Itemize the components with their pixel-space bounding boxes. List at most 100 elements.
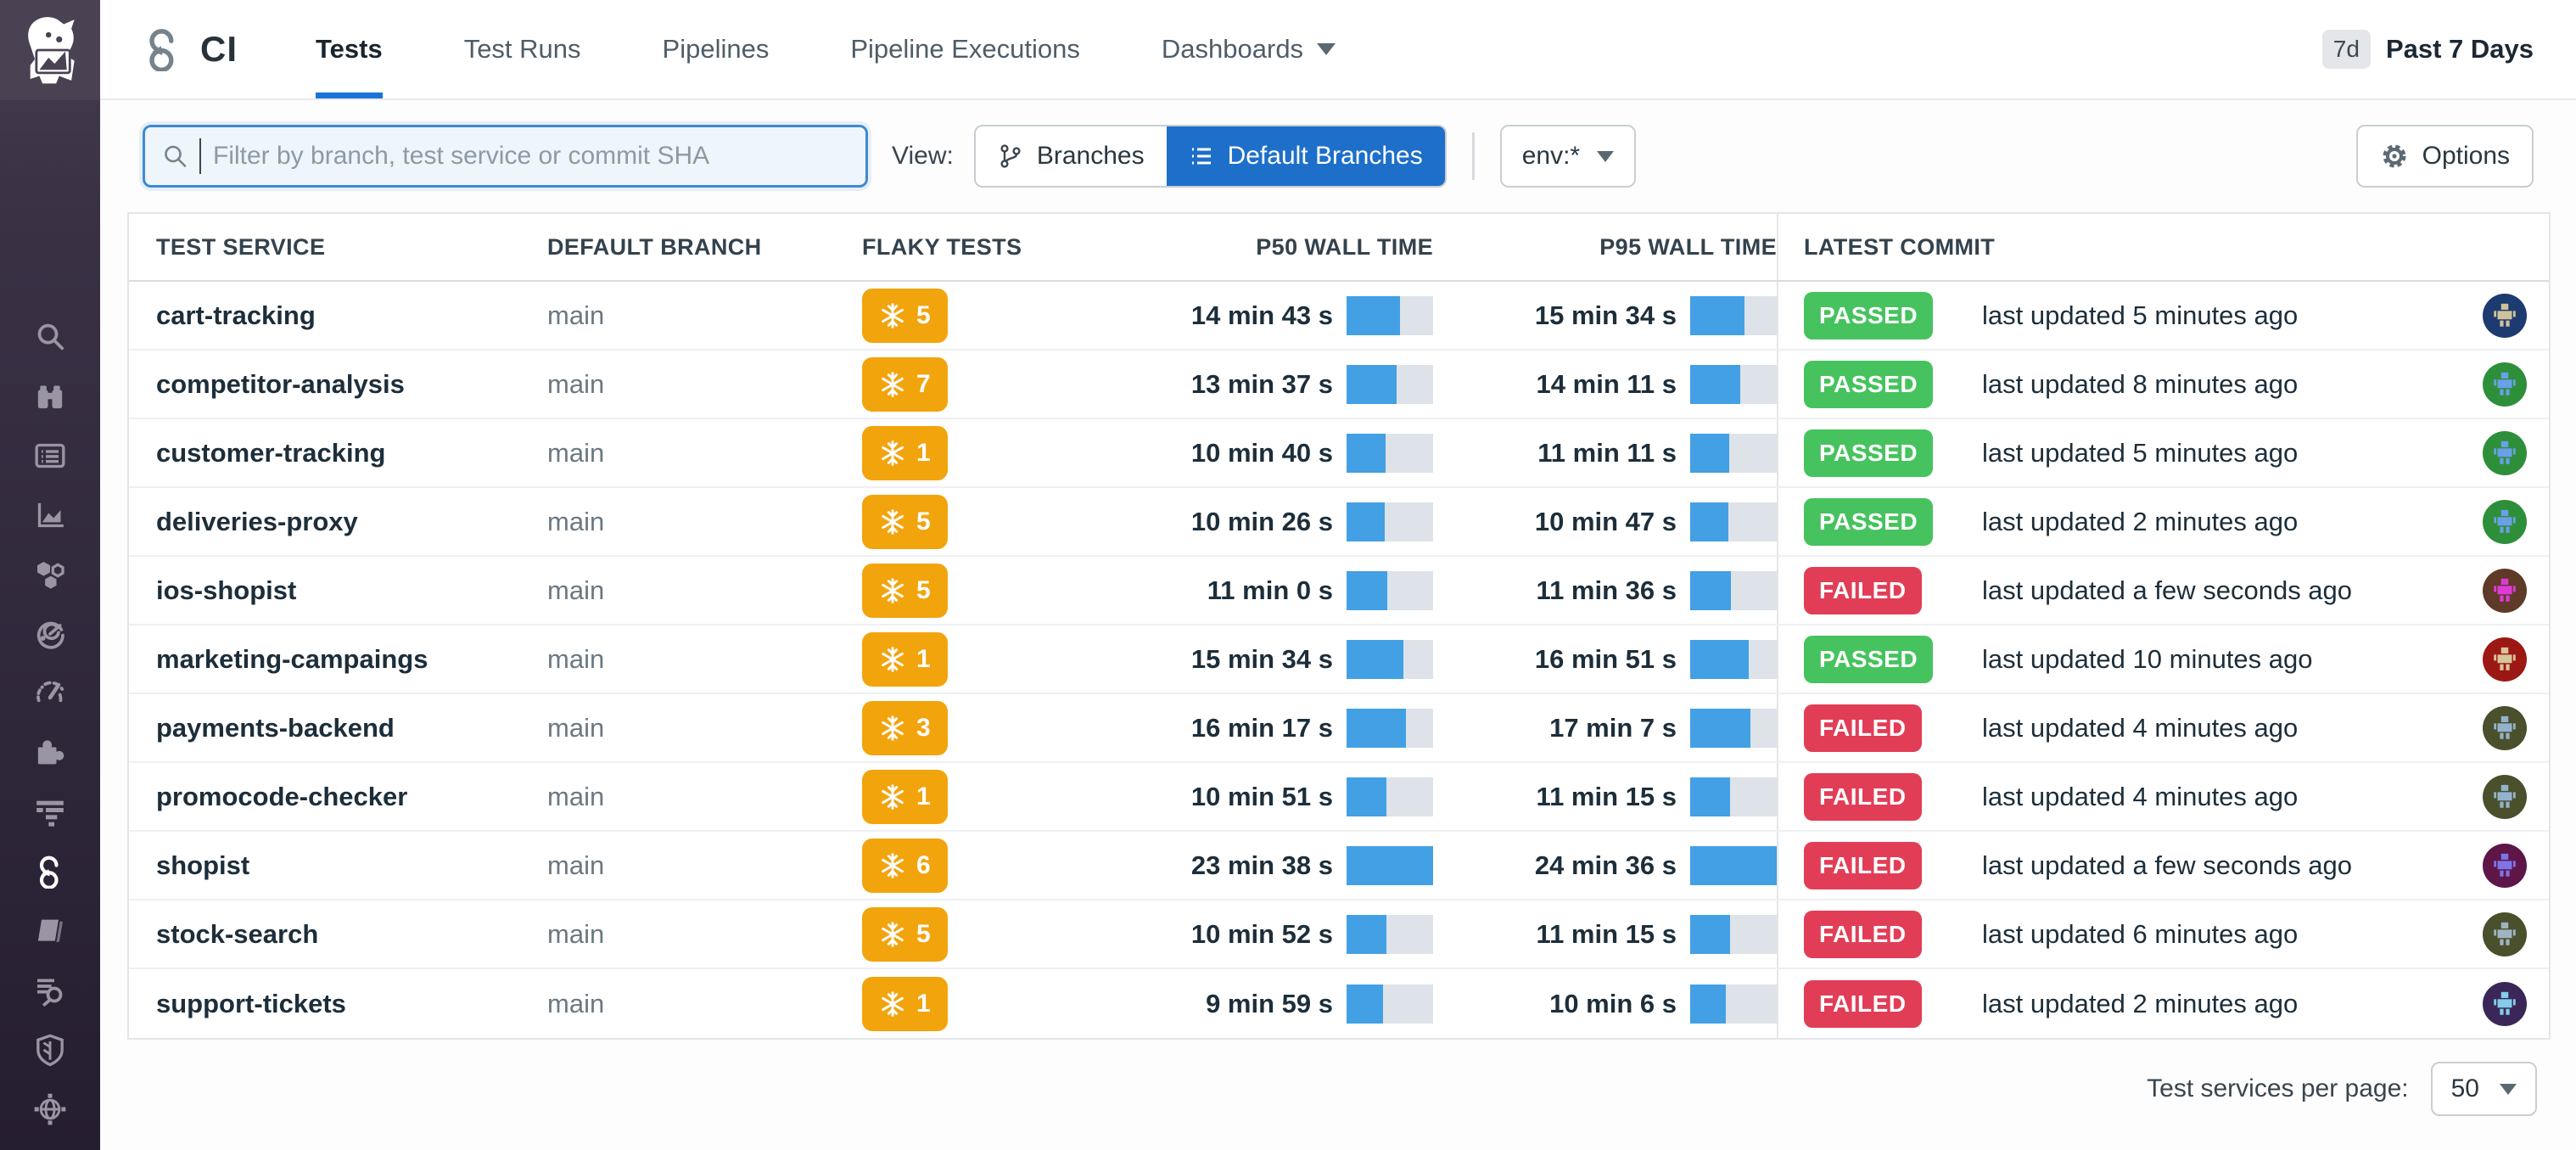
flaky-tests-badge[interactable]: 7 [862,356,948,412]
test-service-name[interactable]: promocode-checker [156,781,408,811]
avatar[interactable] [2483,293,2527,338]
per-page-label: Test services per page: [2147,1074,2409,1102]
avatar[interactable] [2483,568,2527,613]
column-header-latest-commit[interactable]: LATEST COMMIT [1777,214,2549,280]
table-row[interactable]: customer-tracking main 1 10 min 40 s 11 … [129,419,2549,488]
table-row[interactable]: promocode-checker main 1 10 min 51 s 11 … [129,763,2549,832]
avatar[interactable] [2483,430,2527,475]
view-toggle: Branches Default Branches [973,125,1447,188]
tab-pipelines[interactable]: Pipelines [662,34,770,64]
column-header-p50[interactable]: P50 WALL TIME [1256,233,1433,260]
flaky-tests-badge[interactable]: 6 [862,838,948,893]
default-branch: main [547,506,605,536]
tab-dashboards[interactable]: Dashboards [1162,0,1336,98]
time-range-picker[interactable]: 7d Past 7 Days [2321,30,2534,69]
search-input[interactable]: Filter by branch, test service or commit… [143,125,868,188]
flaky-tests-badge[interactable]: 3 [862,700,948,755]
log-explorer-icon[interactable] [0,426,100,485]
p50-wall-time: 23 min 38 s [1190,850,1333,880]
per-page-dropdown[interactable]: 50 [2430,1062,2537,1116]
view-option-branches[interactable]: Branches [976,126,1167,186]
view-option-default-branches[interactable]: Default Branches [1166,126,1445,186]
column-header-p95[interactable]: P95 WALL TIME [1599,233,1777,260]
column-header-test-service[interactable]: TEST SERVICE [156,233,326,260]
last-updated: last updated a few seconds ago [1982,575,2353,605]
last-updated: last updated 5 minutes ago [1982,300,2299,330]
git-branch-icon [1000,144,1021,168]
p95-bar [1690,914,1777,954]
committer-identicon [2490,783,2519,811]
integrations-puzzle-icon[interactable] [0,723,100,783]
avatar[interactable] [2483,499,2527,544]
table-row[interactable]: support-tickets main 1 9 min 59 s 10 min… [129,969,2549,1038]
network-globe-icon[interactable] [0,1080,100,1139]
table-row[interactable]: marketing-campaings main 1 15 min 34 s 1… [129,625,2549,694]
p50-bar [1347,639,1433,679]
flaky-tests-badge[interactable]: 5 [862,288,948,343]
default-branch: main [547,712,605,743]
tab-tests[interactable]: Tests [316,0,383,98]
flaky-tests-badge[interactable]: 1 [862,976,948,1031]
test-service-name[interactable]: ios-shopist [156,575,297,605]
test-service-name[interactable]: deliveries-proxy [156,506,358,536]
log-search-icon[interactable] [0,961,100,1020]
column-header-flaky-tests[interactable]: FLAKY TESTS [862,233,1022,260]
test-service-name[interactable]: customer-tracking [156,437,386,468]
p50-wall-time: 9 min 59 s [1206,988,1333,1018]
apm-traces-icon[interactable] [0,783,100,842]
flaky-tests-badge[interactable]: 1 [862,769,948,824]
avatar[interactable] [2483,362,2527,407]
metrics-chart-icon[interactable] [0,485,100,545]
table-row[interactable]: competitor-analysis main 7 13 min 37 s 1… [129,351,2549,419]
avatar[interactable] [2483,843,2527,888]
flaky-tests-badge[interactable]: 5 [862,906,948,962]
test-service-name[interactable]: payments-backend [156,712,395,743]
test-service-name[interactable]: cart-tracking [156,300,316,330]
p50-wall-time: 10 min 40 s [1190,437,1333,468]
infrastructure-hexagons-icon[interactable] [0,545,100,604]
avatar[interactable] [2483,637,2527,682]
avatar[interactable] [2483,912,2527,956]
env-filter-dropdown[interactable]: env:* [1499,125,1637,188]
options-button[interactable]: Options [2355,125,2534,188]
avatar[interactable] [2483,705,2527,750]
p50-wall-time: 16 min 17 s [1190,712,1333,743]
test-service-name[interactable]: marketing-campaings [156,643,428,674]
security-shield-icon[interactable] [0,1020,100,1080]
flaky-tests-badge[interactable]: 1 [862,425,948,480]
committer-identicon [2490,990,2519,1018]
test-service-name[interactable]: stock-search [156,918,319,949]
tab-pipeline-executions[interactable]: Pipeline Executions [850,34,1080,64]
snowflake-icon [879,783,906,811]
test-service-name[interactable]: competitor-analysis [156,368,405,399]
test-service-name[interactable]: support-tickets [156,988,346,1018]
p95-bar [1690,845,1777,885]
table-row[interactable]: stock-search main 5 10 min 52 s 11 min 1… [129,900,2549,969]
table-row[interactable]: cart-tracking main 5 14 min 43 s 15 min … [129,282,2549,351]
table-row[interactable]: payments-backend main 3 16 min 17 s 17 m… [129,694,2549,763]
flaky-count: 5 [916,300,931,329]
dashboards-gauge-icon[interactable] [0,664,100,723]
tab-test-runs[interactable]: Test Runs [463,34,581,64]
table-row[interactable]: deliveries-proxy main 5 10 min 26 s 10 m… [129,488,2549,557]
watchdog-binoculars-icon[interactable] [0,367,100,426]
flaky-count: 6 [916,850,931,879]
snowflake-icon [879,577,906,604]
flaky-tests-badge[interactable]: 5 [862,494,948,549]
avatar[interactable] [2483,774,2527,819]
flaky-tests-badge[interactable]: 1 [862,631,948,687]
datadog-logo[interactable] [0,0,100,100]
p50-bar [1347,570,1433,610]
test-service-name[interactable]: shopist [156,850,250,880]
top-tabs: Tests Test Runs Pipelines Pipeline Execu… [316,0,1336,98]
table-row[interactable]: ios-shopist main 5 11 min 0 s 11 min 36 … [129,557,2549,625]
avatar[interactable] [2483,981,2527,1026]
flaky-tests-badge[interactable]: 5 [862,563,948,618]
snowflake-icon [879,921,906,948]
notebooks-icon[interactable] [0,901,100,961]
search-icon[interactable] [0,307,100,367]
column-header-default-branch[interactable]: DEFAULT BRANCH [547,233,762,260]
table-row[interactable]: shopist main 6 23 min 38 s 24 min 36 s F… [129,832,2549,900]
synthetics-icon[interactable] [0,604,100,664]
ci-pipelines-icon[interactable] [0,842,100,901]
